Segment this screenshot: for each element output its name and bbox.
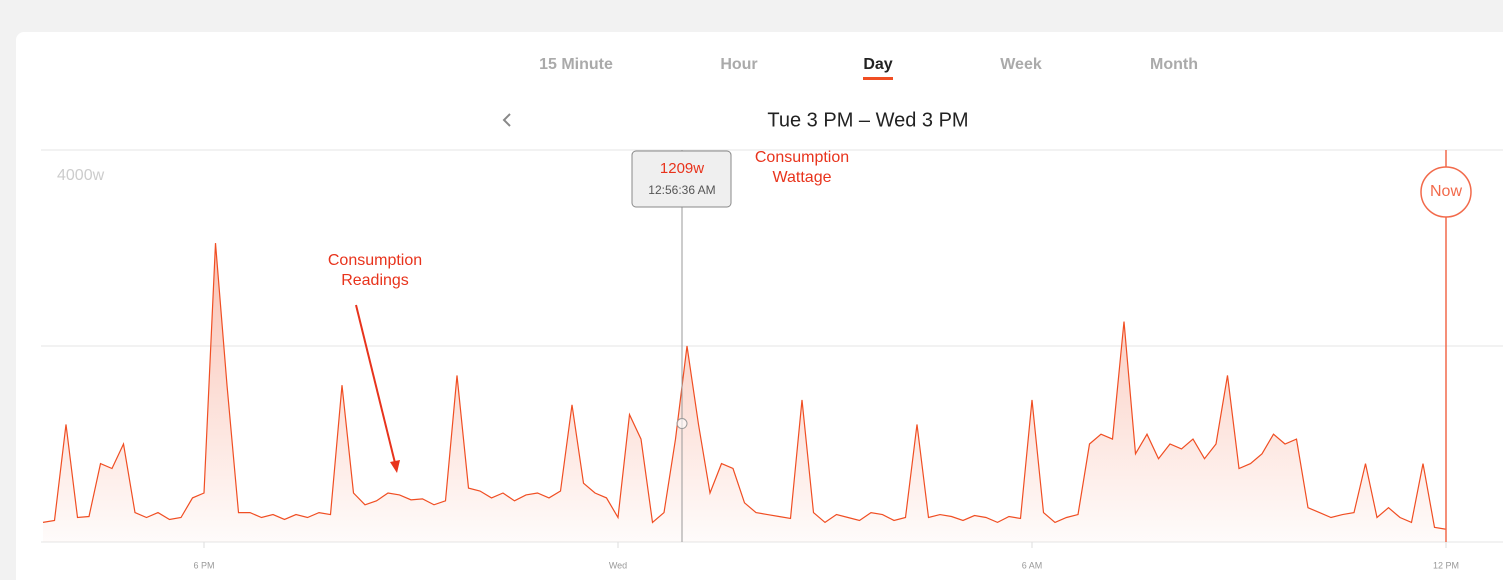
annotation-arrow <box>355 304 397 468</box>
annotation: Consumption Wattage <box>755 149 849 186</box>
hover-dot <box>676 418 688 430</box>
x-tick-label: 6 PM <box>193 560 214 570</box>
consumption-area <box>43 243 1446 542</box>
plot: 4000w 6 PM Wed 6 AM 12 PM Now 1209w 12:56:36 AM <box>41 149 1503 570</box>
x-tick-label: Wed <box>609 560 627 570</box>
consumption-line <box>42 243 1447 530</box>
tab-bar: 15 Minute Hour Day Week Month <box>539 56 1198 80</box>
x-tick-label: 6 AM <box>1022 560 1043 570</box>
tab[interactable]: 15 Minute <box>539 56 613 73</box>
range-title: Tue 3 PM – Wed 3 PM <box>767 109 968 131</box>
prev-button[interactable] <box>502 113 511 127</box>
annotation-arrowhead <box>390 460 400 473</box>
tab-underline <box>863 77 893 80</box>
now-label: Now <box>1430 183 1462 200</box>
now-circle <box>1420 166 1472 218</box>
tab[interactable]: Month <box>1150 56 1198 73</box>
tooltip-box <box>631 150 732 208</box>
tooltip-value: 1209w <box>660 160 704 177</box>
tooltip-time: 12:56:36 AM <box>648 183 715 197</box>
tab[interactable]: Hour <box>720 56 757 73</box>
tab[interactable]: Week <box>1000 56 1042 73</box>
annotation: Consumption Readings <box>328 252 422 289</box>
tab[interactable]: Day <box>863 56 892 73</box>
y-tick-label: 4000w <box>57 167 105 184</box>
x-tick-label: 12 PM <box>1433 560 1459 570</box>
